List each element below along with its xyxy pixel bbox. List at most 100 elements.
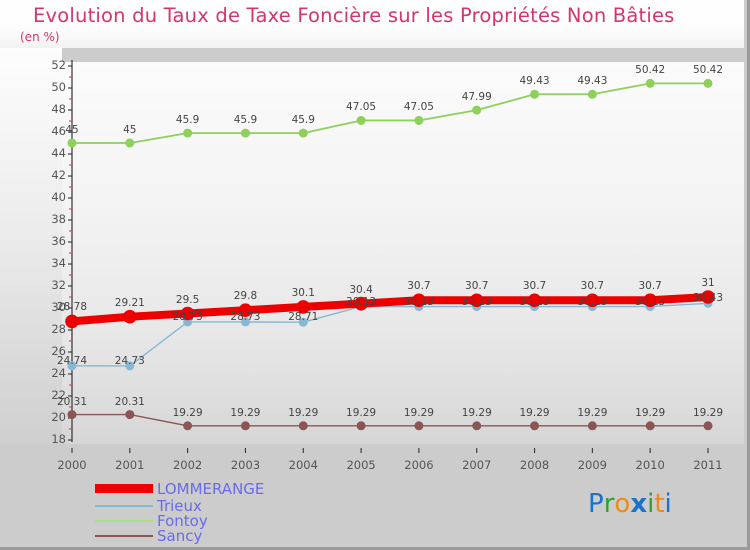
logo-letter: t (654, 489, 665, 519)
x-tick-label: 2004 (288, 458, 318, 472)
y-tick-label: 38 (51, 212, 66, 226)
logo-letter: P (588, 489, 604, 519)
point-value-label: 30.7 (465, 280, 489, 293)
chart-legend: LOMMERANGE Trieux Fontoy Sancy (95, 480, 395, 545)
legend-label: Sancy (157, 527, 203, 545)
legend-swatch (95, 505, 153, 507)
point-value-label: 30.43 (692, 292, 724, 305)
x-tick-label: 2006 (404, 458, 434, 472)
point-value-label: 30.13 (403, 295, 434, 308)
point-value-label: 19.29 (461, 406, 492, 419)
point-value-label: 30.7 (407, 280, 431, 293)
x-tick-label: 2009 (577, 458, 607, 472)
x-tick-label: 2002 (172, 458, 203, 472)
point-value-label: 24.73 (114, 354, 145, 367)
y-tick-label: 42 (51, 168, 66, 182)
y-tick-label: 36 (51, 234, 66, 248)
point-value-label: 49.43 (519, 75, 550, 88)
point-value-label: 20.31 (114, 395, 145, 408)
point-value-label: 19.29 (403, 406, 434, 419)
point-value-label: 45.9 (291, 114, 315, 127)
logo-letter: i (664, 489, 672, 519)
point-value-label: 24.74 (56, 354, 88, 367)
x-tick-label: 2010 (635, 458, 665, 472)
logo-letter: o (614, 489, 631, 519)
point-value-label: 30.4 (349, 283, 373, 296)
plot-area: 52 50 48 46 44 42 40 38 36 34 32 30 28 26 24 22 20 18 200… (0, 48, 744, 472)
point-value-label: 30.1 (291, 286, 315, 299)
y-tick-label: 48 (51, 102, 66, 116)
point-value-label: 30.13 (577, 295, 608, 308)
point-value-label: 19.29 (635, 406, 666, 419)
point-value-label: 47.99 (461, 91, 492, 104)
point-value-label: 19.29 (519, 406, 550, 419)
point-value-label: 28.73 (172, 310, 203, 323)
x-tick-label: 2001 (115, 458, 145, 472)
legend-swatch (95, 535, 153, 537)
x-tick-label: 2003 (230, 458, 261, 472)
logo-letter: x (630, 489, 648, 519)
point-value-label: 30.13 (346, 295, 377, 308)
y-tick-label: 52 (51, 58, 66, 72)
point-value-label: 50.42 (692, 64, 724, 77)
point-value-label: 30.13 (461, 295, 492, 308)
y-tick-label: 20 (51, 410, 66, 424)
legend-item-sancy[interactable]: Sancy (95, 527, 395, 545)
point-value-label: 30.7 (638, 280, 662, 293)
x-tick-label: 2007 (462, 458, 492, 472)
point-value-label: 45 (123, 124, 137, 136)
y-tick-label: 18 (51, 432, 66, 446)
point-value-label: 19.29 (172, 406, 203, 419)
point-value-label: 28.73 (230, 310, 261, 323)
axis-gutter (0, 48, 62, 444)
y-tick-label: 24 (51, 366, 66, 380)
legend-item-lommerange[interactable]: LOMMERANGE (95, 480, 395, 499)
logo-letter: i (647, 489, 655, 519)
point-value-label: 20.31 (56, 395, 88, 408)
point-value-label: 30.13 (635, 295, 666, 308)
y-tick-label: 32 (51, 278, 66, 292)
point-value-label: 49.43 (577, 75, 608, 88)
point-value-label: 30.13 (519, 295, 550, 308)
plot-background (62, 62, 744, 444)
point-value-label: 19.29 (577, 406, 608, 419)
point-value-label: 30.7 (580, 280, 605, 293)
legend-swatch (95, 484, 153, 493)
x-tick-label: 2005 (346, 458, 376, 472)
point-value-label: 29.8 (233, 290, 258, 303)
series-lommerange (65, 290, 715, 329)
point-value-label: 28.71 (288, 311, 319, 324)
point-value-label: 19.29 (288, 406, 319, 419)
header-band (0, 0, 744, 48)
chart-canvas (65, 60, 715, 453)
y-tick-label: 22 (51, 388, 66, 402)
legend-label: LOMMERANGE (157, 480, 265, 498)
series-fontoy (67, 78, 713, 148)
point-value-label: 19.29 (346, 406, 377, 419)
series-trieux (67, 298, 713, 371)
series-sancy (67, 410, 713, 431)
page-title: Evolution du Taux de Taxe Foncière sur l… (33, 4, 675, 27)
point-value-label: 50.42 (635, 64, 666, 77)
point-value-label: 45.9 (175, 114, 200, 127)
x-tick-label: 2011 (693, 458, 723, 472)
legend-item-fontoy[interactable]: Fontoy (95, 512, 395, 530)
point-value-label: 29.21 (114, 296, 145, 309)
y-tick-label: 44 (51, 146, 66, 160)
legend-label: Trieux (157, 497, 202, 515)
point-value-label: 47.05 (346, 101, 377, 114)
y-tick-label: 28 (51, 322, 66, 336)
point-value-label: 19.29 (230, 406, 261, 419)
legend-label: Fontoy (157, 512, 208, 530)
point-value-label: 47.05 (403, 101, 434, 114)
y-tick-label: 50 (51, 80, 66, 94)
point-value-label: 45.9 (233, 114, 258, 127)
point-value-label: 28.78 (56, 301, 88, 314)
y-tick-label: 30 (51, 300, 66, 314)
point-value-label: 31 (701, 277, 715, 289)
proxiti-logo[interactable]: Proxiti (588, 489, 672, 519)
y-tick-label: 26 (51, 344, 66, 358)
y-tick-label: 46 (51, 124, 66, 138)
legend-item-trieux[interactable]: Trieux (95, 497, 395, 515)
x-tick-label: 2000 (57, 458, 87, 472)
